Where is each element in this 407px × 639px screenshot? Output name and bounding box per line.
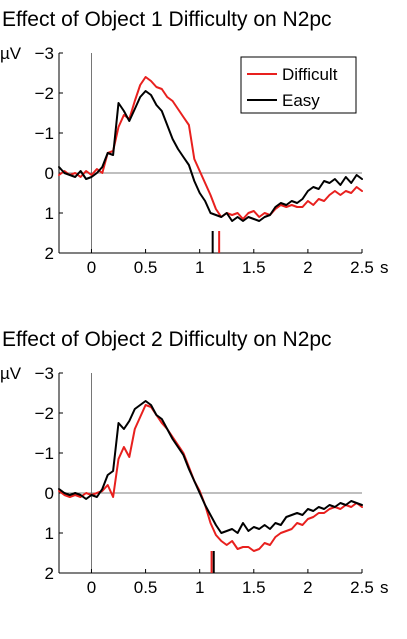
legend-label-easy: Easy: [282, 91, 320, 110]
y-tick-label: −1: [35, 124, 54, 143]
y-tick-label: −2: [35, 84, 54, 103]
x-tick-label: 2: [303, 258, 312, 277]
x-tick-label: 0: [87, 578, 96, 597]
y-tick-label: −1: [35, 444, 54, 463]
y-unit-label: µV: [0, 44, 22, 63]
y-unit-label: µV: [0, 364, 22, 383]
x-tick-label: 2.5: [350, 578, 374, 597]
x-unit-label: s: [380, 258, 389, 277]
chart-panel-1: Effect of Object 1 Difficulty on N2pc −3 −…: [0, 8, 389, 277]
y-tick-label: 1: [45, 204, 54, 223]
x-unit-label: s: [380, 578, 389, 597]
y-tick-label: −2: [35, 404, 54, 423]
legend-box: [240, 56, 357, 114]
x-tick-label: 0: [87, 258, 96, 277]
y-tick-label: 1: [45, 524, 54, 543]
x-tick-label: 2: [303, 578, 312, 597]
y-tick-label: 2: [45, 244, 54, 263]
x-tick-label: 2.5: [350, 258, 374, 277]
y-tick-label: 0: [45, 164, 54, 183]
y-tick-label: −3: [35, 44, 54, 63]
series-line-difficult: [58, 76, 363, 220]
series-line-easy: [58, 400, 363, 534]
y-tick-label: 0: [45, 484, 54, 503]
chart-title: Effect of Object 1 Difficulty on N2pc: [2, 8, 332, 31]
chart-title: Effect of Object 2 Difficulty on N2pc: [2, 328, 332, 351]
x-tick-label: 1: [195, 258, 204, 277]
x-tick-label: 1.5: [242, 578, 266, 597]
legend-label-difficult: Difficult: [282, 65, 338, 84]
x-tick-label: 1: [195, 578, 204, 597]
legend: Difficult Easy: [240, 56, 357, 114]
y-tick-label: −3: [35, 364, 54, 383]
series-line-easy: [58, 90, 363, 222]
x-tick-label: 0.5: [134, 578, 158, 597]
chart-panel-2: Effect of Object 2 Difficulty on N2pc −3 −…: [0, 328, 389, 597]
series-line-difficult: [58, 404, 363, 552]
y-tick-label: 2: [45, 564, 54, 583]
x-tick-label: 1.5: [242, 258, 266, 277]
x-tick-label: 0.5: [134, 258, 158, 277]
